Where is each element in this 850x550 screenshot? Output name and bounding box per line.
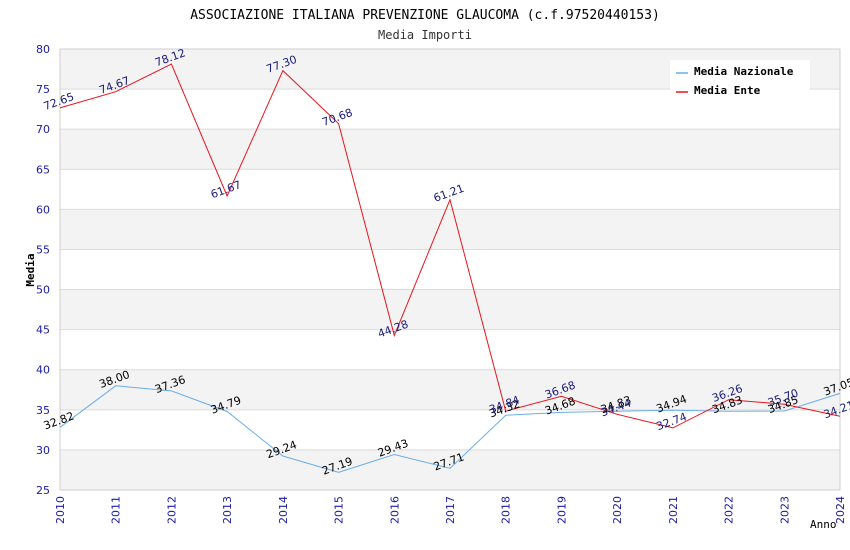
data-label: 70.68	[320, 106, 354, 129]
y-tick-label: 35	[36, 404, 50, 417]
x-tick-label: 2018	[500, 496, 513, 524]
x-tick-label: 2015	[333, 496, 346, 524]
y-tick-label: 55	[36, 243, 50, 256]
series-line-media-ente	[59, 63, 841, 429]
legend-label-media-ente: Media Ente	[694, 84, 761, 97]
y-tick-label: 30	[36, 444, 50, 457]
y-tick-label: 45	[36, 324, 50, 337]
x-tick-label: 2017	[444, 496, 457, 524]
x-tick-label: 2016	[388, 496, 401, 524]
grid-band	[60, 209, 840, 250]
y-tick-label: 25	[36, 484, 50, 497]
x-tick-label: 2023	[778, 496, 791, 524]
chart-title: ASSOCIAZIONE ITALIANA PREVENZIONE GLAUCO…	[190, 8, 660, 23]
series-lines	[59, 63, 841, 473]
grid-band	[60, 289, 840, 330]
x-tick-label: 2011	[110, 496, 123, 524]
y-axis-label: Media	[24, 253, 37, 286]
x-tick-label: 2019	[555, 496, 568, 524]
x-tick-label: 2021	[667, 496, 680, 524]
chart-subtitle: Media Importi	[378, 28, 472, 42]
series-line-media-nazionale	[59, 385, 841, 473]
grid-band	[60, 129, 840, 170]
x-tick-label: 2013	[221, 496, 234, 524]
x-tick-label: 2024	[834, 496, 847, 524]
legend: Media Nazionale Media Ente	[670, 60, 810, 100]
legend-box	[670, 60, 810, 100]
plot-area-border	[59, 48, 841, 491]
x-tick-label: 2012	[165, 496, 178, 524]
x-axis: 2010 2011 2012 2013 2014 2015 2016 2017 2018 2019…	[54, 496, 847, 524]
gridlines	[60, 48, 840, 491]
y-tick-label: 75	[36, 83, 50, 96]
y-axis: 25 30 35 40 45 50 55 60 65 70 75 80	[36, 43, 50, 497]
x-tick-label: 2022	[723, 496, 736, 524]
x-tick-label: 2020	[611, 496, 624, 524]
data-label: 61.67	[209, 178, 243, 201]
y-tick-label: 80	[36, 43, 50, 56]
x-axis-label: Anno	[810, 518, 837, 531]
x-tick-label: 2010	[54, 496, 67, 524]
y-tick-label: 60	[36, 203, 50, 216]
grid-bands	[60, 49, 840, 490]
grid-band	[60, 449, 840, 490]
y-tick-label: 65	[36, 163, 50, 176]
grid-band	[60, 369, 840, 410]
y-tick-label: 40	[36, 364, 50, 377]
legend-label-media-nazionale: Media Nazionale	[694, 65, 794, 78]
y-tick-label: 50	[36, 284, 50, 297]
x-tick-label: 2014	[277, 496, 290, 524]
y-tick-label: 70	[36, 123, 50, 136]
